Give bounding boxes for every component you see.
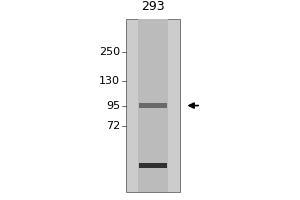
Text: 130: 130 (99, 76, 120, 86)
Text: 250: 250 (99, 47, 120, 57)
Text: 95: 95 (106, 101, 120, 111)
Bar (138, 19, 168, 192)
Bar (126, 19, 180, 192)
Bar (139, 103, 167, 108)
Text: 72: 72 (106, 121, 120, 131)
Text: 293: 293 (141, 0, 165, 13)
Bar (139, 163, 167, 168)
